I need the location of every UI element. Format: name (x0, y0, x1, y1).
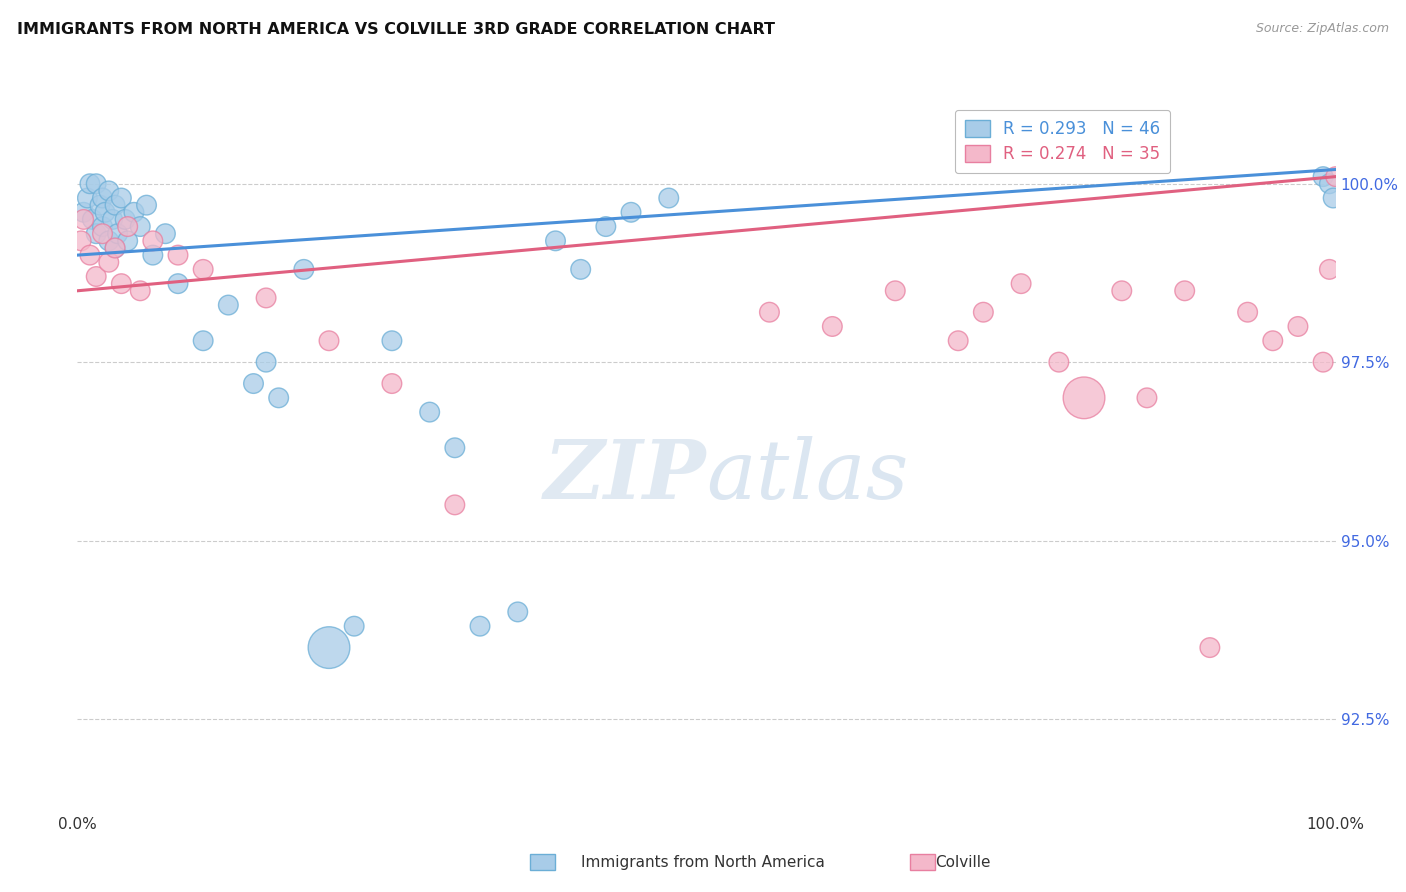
Point (1319, 262, 1341, 277)
Point (167, 248, 190, 262)
Point (1047, 355, 1070, 369)
Point (110, 277, 132, 291)
Point (97, 255, 120, 269)
Text: ZIP: ZIP (544, 436, 707, 516)
Point (658, 191, 681, 205)
Point (70, 234, 93, 248)
Point (381, 334, 404, 348)
Point (76, 191, 98, 205)
Text: Immigrants from North America: Immigrants from North America (581, 855, 825, 870)
FancyBboxPatch shape (530, 854, 555, 870)
Point (191, 334, 215, 348)
Point (91, 227, 114, 241)
Point (254, 355, 277, 369)
Point (82, 212, 104, 227)
Point (267, 391, 290, 405)
Point (620, 205, 643, 219)
Point (104, 241, 127, 255)
Point (419, 405, 441, 419)
Point (1261, 334, 1284, 348)
Point (167, 277, 190, 291)
Legend: R = 0.293   N = 46, R = 0.274   N = 35: R = 0.293 N = 46, R = 0.274 N = 35 (955, 110, 1170, 173)
Point (1236, 305, 1258, 319)
Point (117, 219, 139, 234)
Point (506, 605, 529, 619)
Point (758, 305, 780, 319)
Point (884, 284, 907, 298)
Y-axis label: 3rd Grade: 3rd Grade (0, 420, 7, 490)
Point (114, 212, 136, 227)
Point (107, 227, 129, 241)
Text: Source: ZipAtlas.com: Source: ZipAtlas.com (1256, 22, 1389, 36)
Point (468, 619, 491, 633)
Text: IMMIGRANTS FROM NORTH AMERICA VS COLVILLE 3RD GRADE CORRELATION CHART: IMMIGRANTS FROM NORTH AMERICA VS COLVILL… (17, 22, 775, 37)
Point (89, 198, 111, 212)
Point (104, 241, 127, 255)
Point (1312, 355, 1334, 369)
Point (254, 291, 277, 305)
Point (1286, 319, 1309, 334)
Text: atlas: atlas (707, 436, 908, 516)
Point (91, 219, 114, 234)
Point (1111, 284, 1133, 298)
Point (91, 191, 114, 205)
Point (1073, 391, 1095, 405)
Point (117, 234, 139, 248)
Point (595, 219, 617, 234)
Point (318, 640, 340, 655)
Point (101, 212, 124, 227)
Point (1322, 191, 1344, 205)
Point (72, 212, 94, 227)
Point (84, 177, 107, 191)
Point (1199, 640, 1222, 655)
Point (1319, 177, 1341, 191)
Point (79, 177, 101, 191)
Text: Colville: Colville (935, 855, 991, 870)
Point (97, 184, 120, 198)
Point (381, 376, 404, 391)
Point (84, 227, 107, 241)
Point (318, 334, 340, 348)
Point (142, 248, 165, 262)
Point (972, 305, 994, 319)
Point (444, 441, 467, 455)
Point (122, 205, 145, 219)
Point (242, 376, 264, 391)
Point (129, 219, 152, 234)
Point (1136, 391, 1159, 405)
Point (94, 205, 117, 219)
Point (1324, 169, 1347, 184)
Point (1312, 169, 1334, 184)
Point (135, 198, 157, 212)
Point (821, 319, 844, 334)
Point (569, 262, 592, 277)
Point (104, 198, 127, 212)
FancyBboxPatch shape (910, 854, 935, 870)
Point (191, 262, 215, 277)
Point (217, 298, 239, 312)
Point (142, 234, 165, 248)
Point (1010, 277, 1032, 291)
Point (948, 334, 970, 348)
Point (292, 262, 315, 277)
Point (444, 498, 467, 512)
Point (110, 191, 132, 205)
Point (155, 227, 177, 241)
Point (79, 248, 101, 262)
Point (343, 619, 366, 633)
Point (1174, 284, 1197, 298)
Point (84, 269, 107, 284)
Point (72, 205, 94, 219)
Point (544, 234, 567, 248)
Point (97, 234, 120, 248)
Point (129, 284, 152, 298)
